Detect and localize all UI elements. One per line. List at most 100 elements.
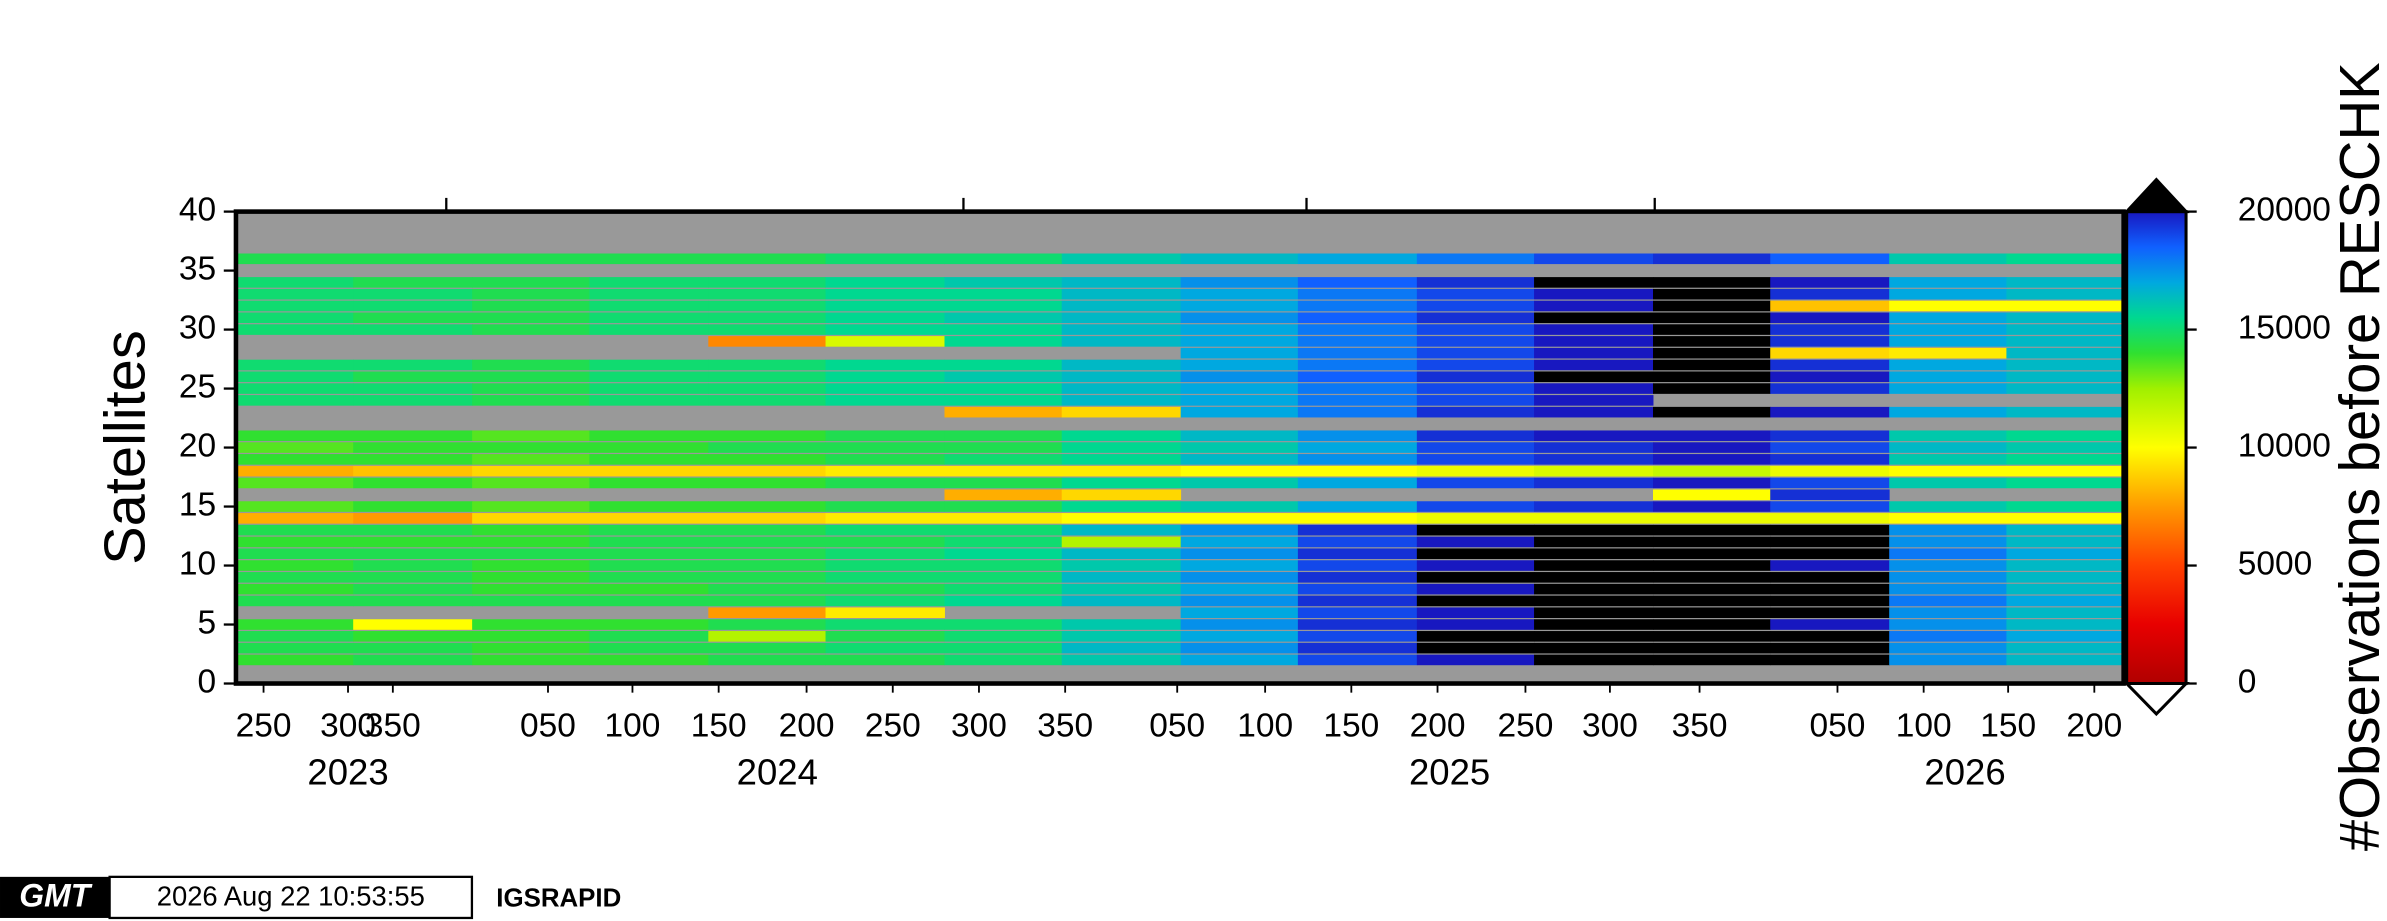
- heatmap-cell: [825, 560, 945, 571]
- heatmap-cell: [235, 324, 354, 335]
- heatmap-cell: [1534, 277, 1654, 288]
- heatmap-cell: [1653, 513, 1771, 524]
- heatmap-cell: [2006, 253, 2125, 265]
- heatmap-cell: [2006, 383, 2125, 394]
- heatmap-cell: [825, 654, 945, 666]
- heatmap-cell: [944, 383, 1063, 394]
- heatmap-cell: [1534, 572, 1654, 583]
- heatmap-cell: [472, 501, 590, 512]
- heatmap-cell: [1416, 607, 1535, 619]
- heatmap-cell: [1534, 513, 1654, 524]
- heatmap-cell: [235, 300, 354, 312]
- heatmap-cell: [1534, 642, 1654, 654]
- heatmap-cell: [1653, 454, 1771, 465]
- heatmap-cell: [825, 383, 945, 394]
- heatmap-cell: [1180, 513, 1299, 524]
- heatmap-cell: [1180, 501, 1299, 512]
- heatmap-cell: [1653, 501, 1771, 512]
- heatmap-cell: [825, 454, 945, 465]
- heatmap-cell: [1770, 359, 1890, 371]
- heatmap-cell: [1061, 454, 1182, 465]
- heatmap-cell: [1770, 607, 1890, 619]
- heatmap-cell: [1889, 442, 2007, 453]
- heatmap-cell: [472, 324, 590, 335]
- colorbar-tick-label: 20000: [2238, 191, 2331, 228]
- heatmap-cell: [235, 583, 354, 595]
- colorbar-tick-label: 0: [2238, 663, 2257, 700]
- y-tick-label: 40: [179, 191, 216, 228]
- heatmap-cell: [472, 465, 590, 477]
- heatmap-cell: [472, 595, 590, 607]
- heatmap-cell: [1180, 631, 1299, 642]
- heatmap-cell: [235, 654, 354, 666]
- heatmap-cell: [1180, 654, 1299, 666]
- heatmap-cell: [589, 454, 709, 465]
- heatmap-cell: [1061, 583, 1182, 595]
- heatmap-cell: [589, 501, 709, 512]
- heatmap-cell: [1770, 477, 1890, 489]
- heatmap-cell: [1534, 524, 1654, 536]
- heatmap-cell: [708, 548, 826, 560]
- x-tick-label: 200: [1410, 708, 1466, 745]
- heatmap-cell: [1889, 583, 2007, 595]
- heatmap-cell: [1416, 359, 1535, 371]
- logo: GMT: [19, 878, 92, 914]
- heatmap-cell: [1653, 359, 1771, 371]
- heatmap-cell: [944, 595, 1063, 607]
- heatmap-cell: [1889, 560, 2007, 571]
- heatmap-cell: [1534, 607, 1654, 619]
- heatmap-cell: [1180, 524, 1299, 536]
- heatmap-cell: [944, 501, 1063, 512]
- heatmap-cell: [1416, 465, 1535, 477]
- heatmap-cell: [1770, 277, 1890, 288]
- heatmap-cell: [1297, 277, 1418, 288]
- heatmap-cell: [472, 513, 590, 524]
- heatmap-cell: [1416, 300, 1535, 312]
- heatmap-cell: [1534, 406, 1654, 418]
- heatmap-cell: [2006, 619, 2125, 630]
- heatmap-cell: [1180, 548, 1299, 560]
- heatmap-cell: [353, 595, 473, 607]
- heatmap-cell: [472, 288, 590, 300]
- heatmap-cell: [1653, 619, 1771, 630]
- x-tick-label: 150: [691, 708, 747, 745]
- heatmap-cell: [1770, 560, 1890, 571]
- heatmap-cell: [353, 560, 473, 571]
- heatmap-cell: [2006, 654, 2125, 666]
- heatmap-cell: [825, 395, 945, 406]
- heatmap-cell: [1416, 347, 1535, 359]
- heatmap-cell: [708, 501, 826, 512]
- heatmap-cell: [1416, 442, 1535, 453]
- heatmap-cell: [944, 477, 1063, 489]
- heatmap-cell: [353, 277, 473, 288]
- heatmap-cell: [2006, 347, 2125, 359]
- heatmap-cell: [944, 524, 1063, 536]
- heatmap-cell: [589, 572, 709, 583]
- heatmap-cell: [944, 583, 1063, 595]
- x-tick-label: 150: [1323, 708, 1379, 745]
- heatmap-cell: [589, 395, 709, 406]
- heatmap-cell: [1061, 619, 1182, 630]
- heatmap-cell: [1061, 383, 1182, 394]
- heatmap-cell: [708, 560, 826, 571]
- heatmap-cell: [1770, 501, 1890, 512]
- heatmap-cell: [1297, 312, 1418, 324]
- heatmap-cell: [1770, 312, 1890, 324]
- heatmap-cell: [235, 477, 354, 489]
- heatmap-cell: [1889, 595, 2007, 607]
- heatmap-cell: [708, 536, 826, 548]
- heatmap-cell: [1770, 300, 1890, 312]
- heatmap-cell: [708, 288, 826, 300]
- heatmap-cell: [1770, 347, 1890, 359]
- heatmap-cell: [472, 631, 590, 642]
- heatmap-cell: [1653, 347, 1771, 359]
- heatmap-cell: [944, 489, 1063, 501]
- heatmap-cell: [1416, 288, 1535, 300]
- heatmap-cell: [1297, 300, 1418, 312]
- year-label: 2025: [1409, 752, 1490, 793]
- heatmap-cell: [1297, 619, 1418, 630]
- heatmap-cell: [589, 324, 709, 335]
- heatmap-cell: [944, 430, 1063, 442]
- heatmap-cell: [1416, 642, 1535, 654]
- heatmap-cell: [2006, 288, 2125, 300]
